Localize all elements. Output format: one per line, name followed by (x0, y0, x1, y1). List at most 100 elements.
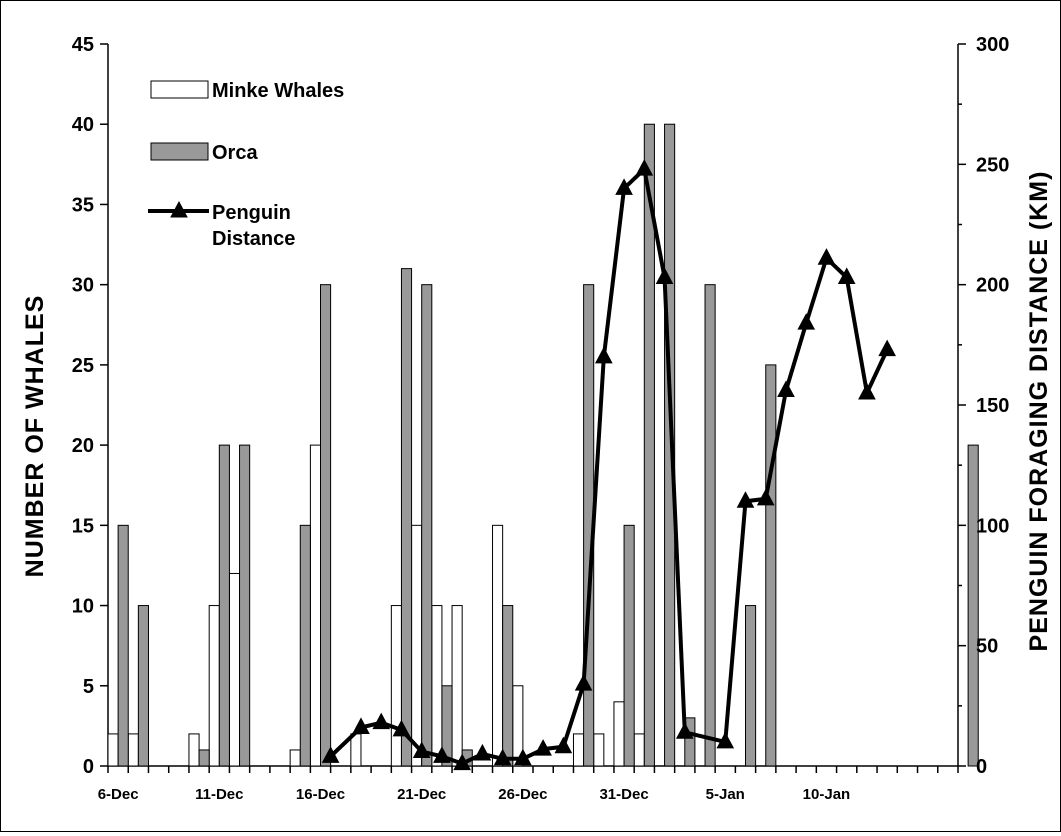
y-right-tick-label: 250 (976, 154, 1009, 176)
y-axis-left-title: NUMBER OF WHALES (21, 295, 49, 578)
x-tick-label: 31-Dec (599, 786, 648, 803)
y-right-tick-label: 50 (976, 636, 998, 658)
orca-bar (218, 444, 230, 767)
minke-bar (127, 733, 139, 767)
y-right-tick-label: 300 (976, 34, 1009, 56)
bars (107, 123, 979, 767)
penguin-distance-marker (858, 382, 876, 400)
x-tick-label: 5-Jan (706, 786, 745, 803)
y-right-tick-label: 150 (976, 395, 1009, 417)
orca-bar (684, 717, 696, 767)
legend-swatch-orca (150, 142, 209, 161)
minke-bar (451, 605, 463, 767)
penguin-distance-marker (837, 267, 856, 284)
orca-bar (664, 123, 676, 767)
orca-bar (198, 749, 210, 767)
penguin-distance-marker (554, 736, 573, 754)
y-left-tick-label: 0 (83, 756, 94, 778)
penguin-distance-marker (615, 178, 633, 195)
minke-bar (431, 605, 443, 767)
minke-bar (613, 701, 625, 767)
minke-bar (572, 733, 585, 767)
x-tick-label: 21-Dec (397, 786, 446, 803)
penguin-distance-marker (392, 719, 411, 737)
orca-bar (421, 284, 433, 767)
minke-bar (228, 572, 241, 767)
orca-bar (441, 685, 453, 767)
minke-bar (390, 605, 402, 767)
tick-labels: 0 5 10 15 20 25 30 35 40 45 0 50 100 150 200 250 300 6-De… (72, 34, 1010, 803)
y-left-tick-label: 35 (72, 194, 94, 216)
penguin-distance-marker (675, 722, 694, 739)
penguin-distance-marker (817, 248, 836, 265)
y-right-tick-label: 200 (976, 275, 1009, 297)
orca-bar (320, 284, 332, 767)
minke-bar (492, 524, 504, 767)
penguin-distance-marker (321, 746, 340, 763)
penguin-distance-marker (716, 731, 735, 749)
penguin-distance-marker (352, 717, 370, 734)
legend-label-minke: Minke Whales (212, 80, 344, 102)
y-left-tick-label: 15 (72, 515, 94, 537)
penguin-distance-marker (534, 739, 552, 756)
orca-bar (502, 605, 514, 767)
orca-bar (299, 524, 311, 767)
y-axis-right-title: PENGUIN FORAGING DISTANCE (KM) (1025, 171, 1053, 652)
minke-bar (350, 733, 362, 767)
orca-bar (137, 605, 149, 767)
orca-bar (623, 524, 635, 767)
orca-bar (117, 524, 129, 767)
minke-bar (289, 749, 301, 767)
y-left-tick-label: 20 (72, 435, 94, 457)
orca-bar (400, 268, 413, 767)
penguin-distance-marker (655, 267, 674, 284)
orca-bar (704, 284, 716, 767)
x-tick-label: 11-Dec (195, 786, 243, 803)
legend-label-penguin: Penguin Distance (212, 202, 295, 250)
minke-bar (593, 733, 605, 767)
minke-bar (633, 733, 645, 767)
orca-bar (239, 444, 251, 767)
legend: Minke Whales Orca Penguin Distance (148, 80, 344, 250)
minke-bar (309, 444, 321, 767)
penguin-distance-line (321, 159, 897, 771)
orca-bar (765, 364, 777, 767)
y-right-tick-label: 0 (976, 756, 987, 778)
penguin-distance-marker (736, 491, 755, 508)
minke-bar (208, 605, 220, 767)
minke-bar (411, 524, 423, 767)
y-left-tick-label: 10 (72, 596, 94, 618)
penguin-distance-marker (493, 748, 512, 766)
x-tick-label: 26-Dec (498, 786, 547, 803)
y-right-tick-label: 100 (976, 515, 1009, 537)
y-left-tick-label: 25 (72, 355, 94, 377)
y-left-tick-label: 40 (72, 114, 94, 136)
penguin-distance-marker (372, 712, 391, 730)
x-tick-label: 6-Dec (98, 786, 139, 803)
legend-label-orca: Orca (212, 142, 258, 164)
penguin-distance-marker (756, 488, 775, 506)
penguin-distance-marker (878, 339, 897, 357)
y-left-tick-label: 45 (72, 34, 94, 56)
orca-bar (745, 605, 757, 767)
penguin-distance-marker (635, 159, 654, 176)
penguin-distance-marker (514, 748, 532, 766)
orca-bar (967, 444, 979, 767)
y-left-tick-label: 30 (72, 275, 94, 297)
x-tick-label: 16-Dec (296, 786, 345, 803)
minke-bar (107, 733, 119, 767)
penguin-distance-marker (797, 313, 816, 330)
legend-marker-penguin (170, 200, 188, 218)
penguin-distance-marker (412, 741, 431, 759)
penguin-distance-marker (574, 674, 593, 691)
penguin-distance-marker (594, 346, 613, 364)
orca-bar (643, 123, 655, 767)
y-left-tick-label: 5 (83, 676, 94, 698)
penguin-distance-marker (473, 743, 492, 761)
minke-bar (188, 733, 200, 767)
x-tick-label: 10-Jan (803, 786, 851, 803)
penguin-distance-marker (777, 380, 795, 398)
penguin-distance-marker (433, 746, 451, 763)
